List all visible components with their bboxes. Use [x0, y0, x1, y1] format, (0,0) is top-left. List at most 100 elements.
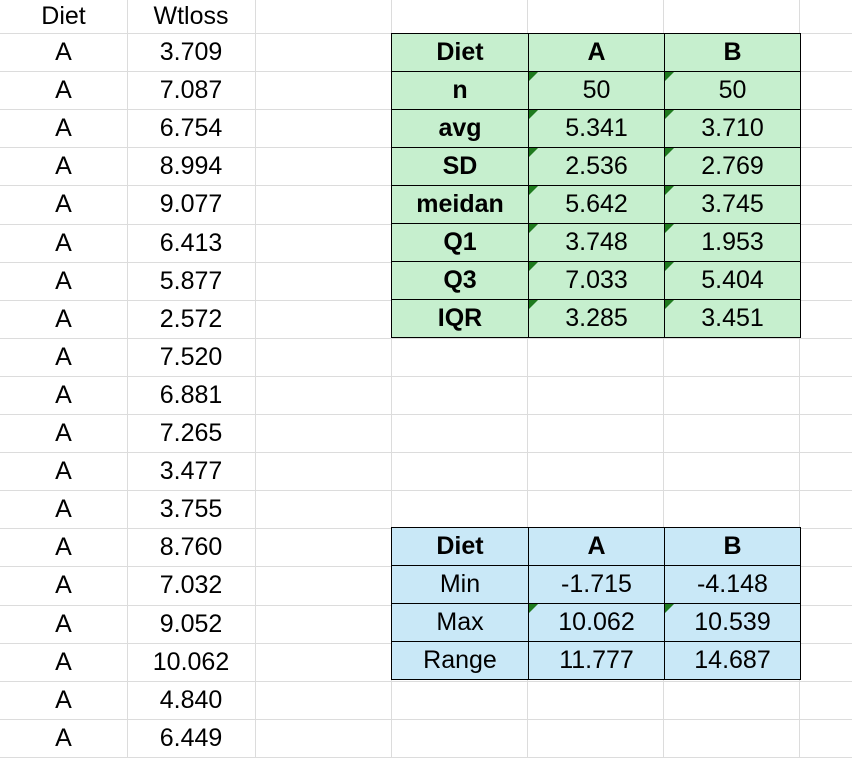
diet-cell[interactable]: A [55, 304, 72, 333]
range-value-a[interactable]: 11.777 [528, 641, 665, 680]
row-gridline [0, 681, 852, 682]
wtloss-cell[interactable]: 7.032 [159, 570, 223, 599]
summary-row: SD 2.536 2.769 [391, 147, 801, 186]
range-header-b[interactable]: B [664, 527, 801, 566]
range-header-diet[interactable]: Diet [391, 527, 529, 566]
summary-row-label[interactable]: meidan [391, 185, 529, 224]
summary-value-b[interactable]: 3.710 [664, 109, 801, 148]
summary-row: Q3 7.033 5.404 [391, 261, 801, 300]
diet-cell[interactable]: A [55, 456, 72, 485]
wtloss-cell[interactable]: 3.477 [159, 456, 223, 485]
diet-cell[interactable]: A [55, 532, 72, 561]
diet-cell[interactable]: A [55, 570, 72, 599]
wtloss-cell[interactable]: 7.087 [159, 75, 223, 104]
summary-row: meidan 5.642 3.745 [391, 185, 801, 224]
diet-cell[interactable]: A [55, 37, 72, 66]
wtloss-cell[interactable]: 7.265 [159, 418, 223, 447]
row-gridline [0, 376, 852, 377]
range-row-label[interactable]: Range [391, 641, 529, 680]
summary-row-label[interactable]: n [391, 71, 529, 110]
wtloss-cell[interactable]: 9.077 [159, 189, 223, 218]
wtloss-cell[interactable]: 6.881 [159, 380, 223, 409]
wtloss-cell[interactable]: 6.449 [159, 723, 223, 752]
wtloss-cell[interactable]: 3.755 [159, 494, 223, 523]
wtloss-cell[interactable]: 9.052 [159, 609, 223, 638]
summary-row: IQR 3.285 3.451 [391, 299, 801, 338]
wtloss-cell[interactable]: 6.754 [159, 113, 223, 142]
diet-cell[interactable]: A [55, 151, 72, 180]
summary-row: n 50 50 [391, 71, 801, 110]
column-header-wtloss[interactable]: Wtloss [153, 2, 229, 30]
row-gridline [0, 338, 852, 339]
diet-cell[interactable]: A [55, 494, 72, 523]
diet-cell[interactable]: A [55, 380, 72, 409]
summary-value-b[interactable]: 3.451 [664, 299, 801, 338]
col-gridline [255, 0, 256, 758]
diet-cell[interactable]: A [55, 75, 72, 104]
range-header-a[interactable]: A [528, 527, 665, 566]
summary-value-a[interactable]: 50 [528, 71, 665, 110]
col-gridline [127, 0, 128, 758]
wtloss-cell[interactable]: 8.760 [159, 532, 223, 561]
diet-cell[interactable]: A [55, 609, 72, 638]
wtloss-cell[interactable]: 3.709 [159, 37, 223, 66]
wtloss-cell[interactable]: 8.994 [159, 151, 223, 180]
summary-value-a[interactable]: 3.748 [528, 223, 665, 262]
range-row: Max 10.062 10.539 [391, 603, 801, 642]
range-row-label[interactable]: Min [391, 565, 529, 604]
wtloss-cell[interactable]: 10.062 [152, 647, 230, 676]
range-table: Diet A B Min -1.715 -4.148 Max 10.062 10.539 R… [391, 527, 801, 680]
diet-cell[interactable]: A [55, 189, 72, 218]
row-gridline [0, 452, 852, 453]
col-gridline [527, 0, 528, 758]
wtloss-cell[interactable]: 5.877 [159, 266, 223, 295]
summary-row-label[interactable]: Q3 [391, 261, 529, 300]
col-gridline [799, 0, 800, 758]
row-gridline [0, 414, 852, 415]
summary-row-label[interactable]: Q1 [391, 223, 529, 262]
range-row: Range 11.777 14.687 [391, 641, 801, 680]
wtloss-cell[interactable]: 2.572 [159, 304, 223, 333]
row-gridline [0, 490, 852, 491]
diet-cell[interactable]: A [55, 685, 72, 714]
summary-header-row: Diet A B [391, 33, 801, 72]
wtloss-cell[interactable]: 6.413 [159, 228, 223, 257]
wtloss-cell[interactable]: 4.840 [159, 685, 223, 714]
range-value-b[interactable]: -4.148 [664, 565, 801, 604]
range-value-a[interactable]: 10.062 [528, 603, 665, 642]
summary-header-a[interactable]: A [528, 33, 665, 72]
range-value-a[interactable]: -1.715 [528, 565, 665, 604]
col-gridline [663, 0, 664, 758]
range-value-b[interactable]: 14.687 [664, 641, 801, 680]
summary-value-b[interactable]: 3.745 [664, 185, 801, 224]
summary-value-a[interactable]: 7.033 [528, 261, 665, 300]
summary-row-label[interactable]: IQR [391, 299, 529, 338]
summary-value-a[interactable]: 2.536 [528, 147, 665, 186]
diet-cell[interactable]: A [55, 418, 72, 447]
summary-header-diet[interactable]: Diet [391, 33, 529, 72]
summary-value-b[interactable]: 2.769 [664, 147, 801, 186]
column-header-diet[interactable]: Diet [41, 2, 86, 30]
summary-row-label[interactable]: SD [391, 147, 529, 186]
summary-value-b[interactable]: 5.404 [664, 261, 801, 300]
diet-cell[interactable]: A [55, 113, 72, 142]
diet-cell[interactable]: A [55, 266, 72, 295]
row-gridline [0, 719, 852, 720]
summary-value-b[interactable]: 1.953 [664, 223, 801, 262]
wtloss-cell[interactable]: 7.520 [159, 342, 223, 371]
diet-cell[interactable]: A [55, 647, 72, 676]
summary-row-label[interactable]: avg [391, 109, 529, 148]
summary-row: Q1 3.748 1.953 [391, 223, 801, 262]
summary-table: Diet A B n 50 50 avg 5.341 3.710 SD 2.536 2.769 m… [391, 33, 801, 338]
range-header-row: Diet A B [391, 527, 801, 566]
diet-cell[interactable]: A [55, 228, 72, 257]
range-value-b[interactable]: 10.539 [664, 603, 801, 642]
summary-header-b[interactable]: B [664, 33, 801, 72]
summary-value-a[interactable]: 5.341 [528, 109, 665, 148]
summary-value-b[interactable]: 50 [664, 71, 801, 110]
summary-value-a[interactable]: 5.642 [528, 185, 665, 224]
summary-value-a[interactable]: 3.285 [528, 299, 665, 338]
diet-cell[interactable]: A [55, 723, 72, 752]
range-row-label[interactable]: Max [391, 603, 529, 642]
diet-cell[interactable]: A [55, 342, 72, 371]
